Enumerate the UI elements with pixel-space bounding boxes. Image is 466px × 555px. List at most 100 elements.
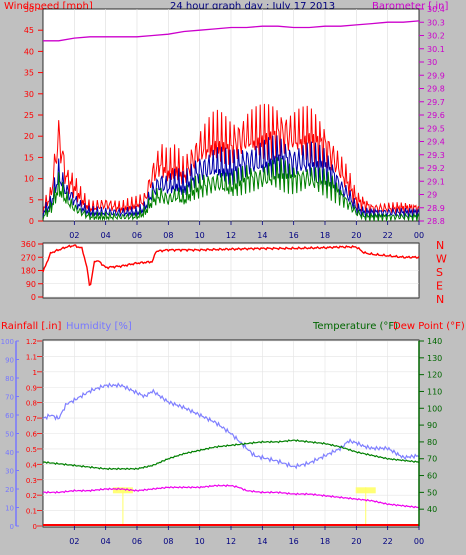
rainfall-tick-label: 0.6	[26, 431, 38, 439]
barometer-tick-label: 29.6	[427, 111, 445, 120]
barometer-tick-label: 28.9	[427, 204, 445, 213]
temperature-tick-label: 50	[427, 488, 437, 497]
wind-direction-ticks: 0 90 180 270 360	[21, 240, 43, 302]
wind-direction-tick-label: 360	[21, 240, 36, 249]
temperature-tick-label: 90	[427, 421, 437, 430]
humidity-axis-title: Humidity [%]	[66, 321, 132, 332]
windspeed-tick-label: 40	[24, 47, 34, 56]
temperature-tick-label: 130	[427, 354, 442, 363]
dewpoint-axis-title: Dew Point (°F)	[393, 321, 465, 332]
barometer-tick-label: 30.3	[427, 18, 445, 27]
barometer-tick-label: 29.3	[427, 151, 445, 160]
rainfall-tick-label: 0.5	[26, 446, 37, 454]
rainfall-tick-label: 1	[33, 369, 37, 377]
compass-label: N	[436, 293, 444, 306]
rainfall-tick-label: 0.7	[26, 415, 37, 423]
barometer-tick-label: 29.9	[427, 71, 445, 80]
windspeed-tick-label: 15	[24, 153, 34, 162]
rainfall-ticks: 0 0.1 0.2 0.3 0.4 0.5 0.6 0.7 0.8 0.9 1 1.1 1.2	[26, 338, 42, 531]
hour-tick-label: 22	[383, 231, 393, 240]
rainfall-tick-label: 1.2	[26, 338, 37, 346]
barometer-tick-label: 29.8	[427, 85, 445, 94]
hour-tick-label: 22	[383, 537, 393, 546]
windspeed-tick-label: 10	[24, 175, 34, 184]
humidity-tick-label: 60	[5, 412, 14, 420]
humidity-temp-series	[42, 382, 420, 526]
hour-tick-label: 02	[69, 231, 79, 240]
barometer-tick-label: 30	[427, 58, 437, 67]
rainfall-axis-title: Rainfall [.in]	[1, 321, 62, 332]
wind-baro-hour-ticks: 02 04 06 08 10 12 14 16 18 20 22 00	[69, 221, 424, 240]
temperature-tick-label: 40	[427, 505, 437, 514]
hour-tick-label: 02	[69, 537, 79, 546]
compass-label: W	[436, 253, 447, 266]
hour-tick-label: 20	[351, 537, 361, 546]
wind-baro-series-line	[42, 103, 420, 216]
barometer-ticks: 28.8 28.9 29 29.1 29.2 29.3 29.4 29.5 29.6 29.7 29…	[419, 5, 445, 226]
temperature-tick-label: 70	[427, 455, 437, 464]
barometer-tick-label: 29.5	[427, 124, 445, 133]
windspeed-tick-label: 25	[24, 111, 34, 120]
rainfall-tick-label: 0.2	[26, 492, 37, 500]
windspeed-tick-label: 35	[24, 69, 34, 78]
hour-tick-label: 12	[226, 537, 236, 546]
humidity-ticks: 0 10 20 30 40 50 60 70 80 90 100	[1, 338, 19, 531]
humidity-temp-series-line	[42, 484, 420, 509]
rainfall-tick-label: 0.4	[26, 461, 38, 469]
hour-tick-label: 20	[351, 231, 361, 240]
temperature-tick-label: 110	[427, 387, 442, 396]
hour-tick-label: 06	[132, 231, 142, 240]
wind-direction-tick-label: 0	[31, 293, 36, 302]
temperature-ticks: 40 50 60 70 80 90 100 110 120 130 140	[418, 337, 442, 526]
barometer-tick-label: 29.4	[427, 138, 445, 147]
humidity-temp-hour-ticks: 02 04 06 08 10 12 14 16 18 20 22 00	[69, 526, 424, 546]
hour-tick-label: 04	[101, 231, 111, 240]
hour-tick-label: 00	[414, 231, 424, 240]
wind-baro-series-line	[42, 135, 420, 219]
temperature-tick-label: 80	[427, 438, 437, 447]
compass-label: E	[436, 280, 443, 293]
humidity-temp-series-line	[42, 382, 420, 470]
hour-tick-label: 18	[320, 231, 330, 240]
humidity-tick-label: 20	[5, 486, 14, 494]
wind-direction-tick-label: 180	[21, 267, 36, 276]
hour-tick-label: 16	[289, 231, 299, 240]
hour-tick-label: 06	[132, 537, 142, 546]
windspeed-tick-label: 30	[24, 90, 34, 99]
windspeed-tick-label: 5	[29, 196, 34, 205]
windspeed-tick-label: 20	[24, 132, 34, 141]
barometer-tick-label: 29.2	[427, 164, 445, 173]
wind-direction-line	[42, 244, 420, 287]
temperature-tick-label: 140	[427, 337, 442, 346]
windspeed-tick-label: 0	[29, 217, 34, 226]
humidity-tick-label: 30	[5, 468, 14, 476]
barometer-tick-label: 30.1	[427, 45, 445, 54]
humidity-temp-series-line	[42, 439, 420, 471]
windspeed-tick-label: 50	[24, 5, 34, 14]
humidity-tick-label: 0	[10, 523, 14, 531]
humidity-tick-label: 70	[5, 394, 14, 402]
humidity-tick-label: 100	[1, 338, 14, 346]
barometer-tick-label: 28.8	[427, 217, 445, 226]
hour-tick-label: 04	[101, 537, 111, 546]
wind-direction-grid	[43, 243, 419, 298]
wind-baro-series	[42, 20, 420, 222]
temperature-tick-label: 60	[427, 472, 437, 481]
windspeed-axis-title: Windspeed [mph]	[4, 1, 93, 12]
hour-tick-label: 14	[257, 537, 267, 546]
temperature-tick-label: 120	[427, 371, 442, 380]
hour-tick-label: 10	[195, 231, 205, 240]
wind-direction-tick-label: 90	[26, 280, 36, 289]
barometer-axis-title: Barometer [.in]	[372, 1, 448, 12]
rainfall-tick-label: 0.3	[26, 477, 37, 485]
barometer-tick-label: 30.4	[427, 5, 445, 14]
rainfall-tick-label: 0.9	[26, 384, 37, 392]
compass-label: S	[436, 266, 443, 279]
windspeed-ticks: 0 5 10 15 20 25 30 35 40 45 50	[24, 5, 43, 226]
hour-tick-label: 08	[163, 231, 173, 240]
temperature-axis-title: Temperature (°F)	[312, 321, 398, 332]
temperature-tick-label: 100	[427, 404, 442, 413]
barometer-tick-label: 29.1	[427, 177, 445, 186]
